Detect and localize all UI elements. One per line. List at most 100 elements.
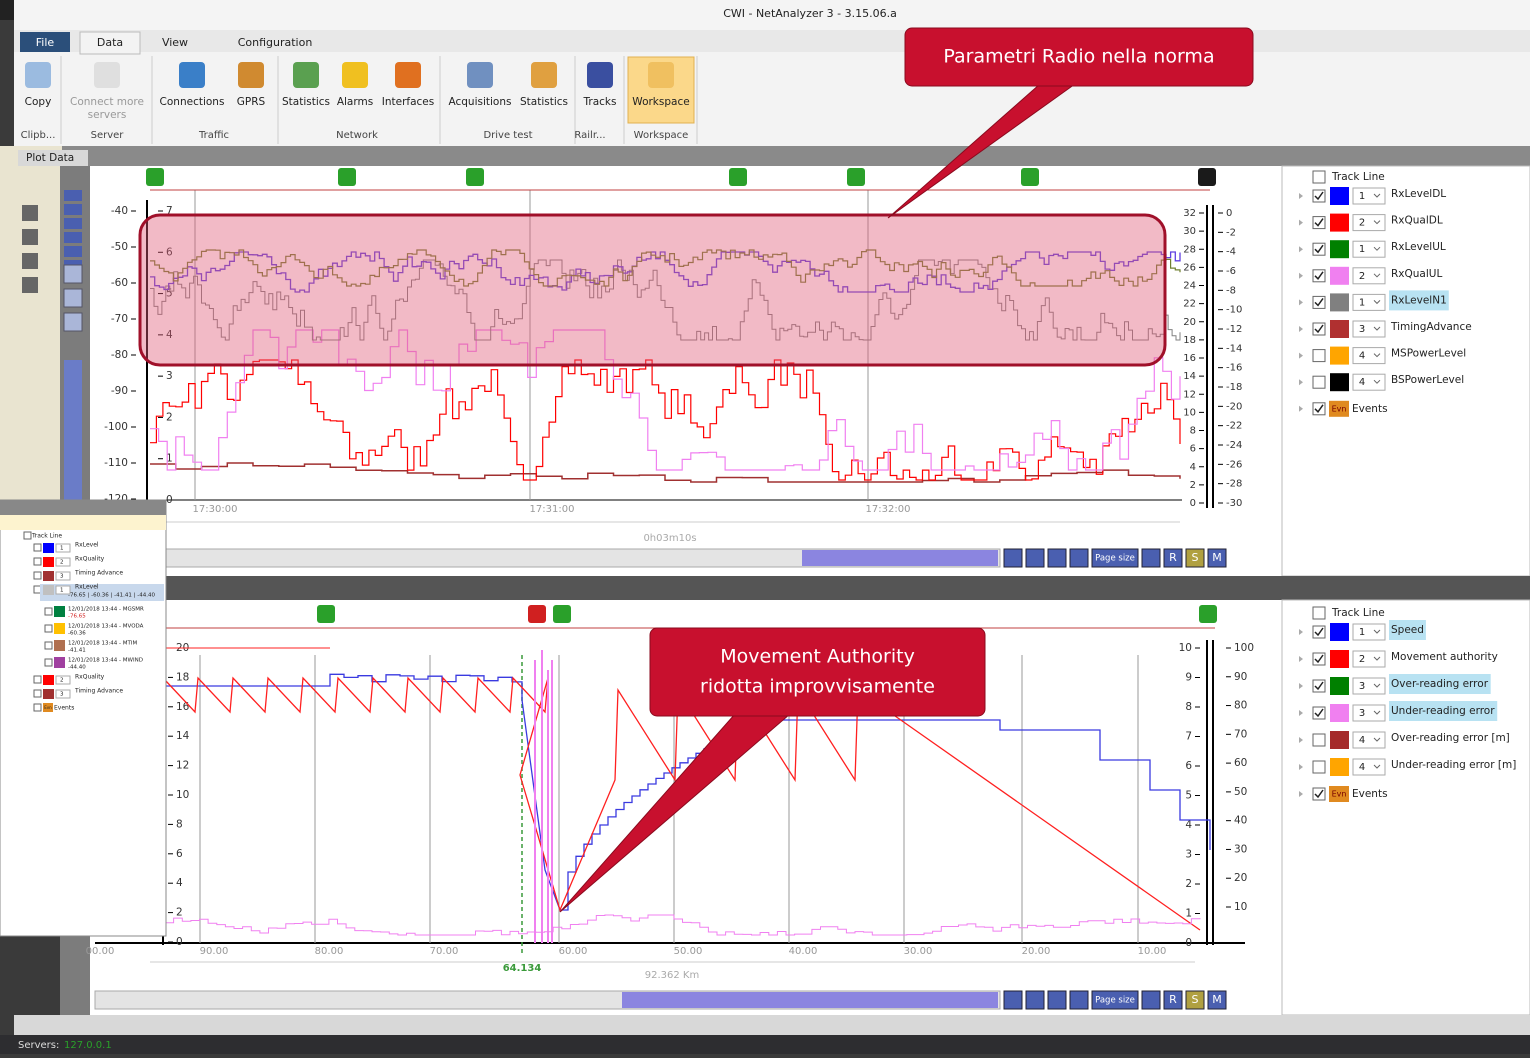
dropdown[interactable] — [1353, 321, 1385, 337]
scroll-thumb[interactable] — [622, 992, 998, 1008]
ribbon-tab[interactable]: Configuration — [238, 36, 313, 49]
button-label[interactable]: Connections — [160, 96, 225, 108]
legend-name[interactable]: Events — [1352, 788, 1388, 800]
checkbox[interactable] — [1313, 734, 1325, 746]
scroll-thumb[interactable] — [802, 550, 998, 566]
panel-tab-label[interactable]: Plot Data — [26, 152, 74, 164]
letter-label[interactable]: M — [1212, 551, 1222, 564]
legend-name[interactable]: RxLevelN1 — [1391, 294, 1447, 306]
button-label[interactable]: Acquisitions — [449, 96, 512, 108]
legend-name[interactable]: RxLevelDL — [1391, 188, 1446, 200]
ribbon-tab[interactable]: Data — [97, 36, 123, 49]
letter-label[interactable]: R — [1169, 551, 1177, 564]
checkbox[interactable] — [1313, 171, 1325, 183]
letter-label[interactable]: S — [1192, 993, 1199, 1006]
legend-name[interactable]: Events — [1352, 403, 1388, 415]
dropdown[interactable] — [1353, 215, 1385, 231]
checkbox[interactable] — [45, 659, 52, 666]
legend-name[interactable]: Movement authority — [1391, 651, 1498, 663]
ribbon-tab[interactable]: File — [36, 36, 55, 49]
legend-name[interactable]: BSPowerLevel — [1391, 374, 1464, 386]
checkbox[interactable] — [1313, 707, 1325, 719]
legend-name[interactable]: Over-reading error [m] — [1391, 732, 1510, 744]
checkbox[interactable] — [45, 625, 52, 632]
button-label[interactable]: Connect more — [70, 96, 144, 108]
checkbox[interactable] — [34, 544, 41, 551]
scroll-button[interactable] — [1142, 991, 1160, 1009]
checkbox[interactable] — [1313, 323, 1325, 335]
dropdown[interactable] — [1353, 732, 1385, 748]
legend-name[interactable]: TimingAdvance — [1390, 321, 1472, 333]
dropdown[interactable] — [1353, 348, 1385, 364]
page-size-label[interactable]: Page size — [1095, 996, 1135, 1006]
button-label[interactable]: Copy — [25, 96, 52, 108]
dropdown[interactable] — [1353, 241, 1385, 257]
checkbox[interactable] — [34, 558, 41, 565]
button-label[interactable]: Tracks — [583, 96, 617, 108]
dropdown[interactable] — [1353, 374, 1385, 390]
checkbox[interactable] — [1313, 626, 1325, 638]
button-label[interactable]: Statistics — [282, 96, 330, 108]
scroll-button[interactable] — [1004, 549, 1022, 567]
button-label[interactable]: Alarms — [337, 96, 373, 108]
checkbox[interactable] — [45, 642, 52, 649]
checkbox[interactable] — [1313, 788, 1325, 800]
checkbox[interactable] — [45, 608, 52, 615]
dropdown[interactable] — [1353, 624, 1385, 640]
letter-label[interactable]: R — [1169, 993, 1177, 1006]
button-label[interactable]: Statistics — [520, 96, 568, 108]
checkbox[interactable] — [34, 690, 41, 697]
scroll-button[interactable] — [1070, 549, 1088, 567]
ribbon-tab[interactable]: View — [162, 36, 188, 49]
dropdown[interactable] — [1353, 678, 1385, 694]
legend-name[interactable]: Under-reading error [m] — [1391, 759, 1516, 771]
page-size-label[interactable]: Page size — [1095, 554, 1135, 564]
checkbox[interactable] — [1313, 376, 1325, 388]
checkbox[interactable] — [1313, 653, 1325, 665]
legend-name[interactable]: RxQualUL — [1391, 268, 1442, 280]
checkbox[interactable] — [1313, 680, 1325, 692]
scroll-button[interactable] — [1048, 549, 1066, 567]
legend-name[interactable]: MSPowerLevel — [1391, 348, 1466, 360]
dropdown[interactable] — [1353, 759, 1385, 775]
checkbox[interactable] — [1313, 607, 1325, 619]
button-label[interactable]: servers — [88, 109, 127, 121]
checkbox[interactable] — [34, 572, 41, 579]
checkbox[interactable] — [34, 676, 41, 683]
legend-name[interactable]: Speed — [1391, 624, 1424, 636]
checkbox[interactable] — [1313, 350, 1325, 362]
scroll-button[interactable] — [1142, 549, 1160, 567]
dropdown[interactable] — [1353, 268, 1385, 284]
checkbox[interactable] — [1313, 190, 1325, 202]
checkbox[interactable] — [1313, 243, 1325, 255]
scroll-button[interactable] — [1070, 991, 1088, 1009]
series-index: 4 — [1359, 377, 1365, 388]
checkbox[interactable] — [24, 532, 31, 539]
scroll-button[interactable] — [1026, 991, 1044, 1009]
dropdown[interactable] — [1353, 294, 1385, 310]
legend-name[interactable]: RxLevelUL — [1391, 241, 1446, 253]
dropdown[interactable] — [1353, 651, 1385, 667]
scroll-button[interactable] — [1026, 549, 1044, 567]
button-label[interactable]: GPRS — [237, 96, 266, 108]
checkbox[interactable] — [34, 586, 41, 593]
letter-label[interactable]: S — [1192, 551, 1199, 564]
checkbox[interactable] — [1313, 403, 1325, 415]
legend-name[interactable]: RxQualDL — [1391, 215, 1443, 227]
scroll-button[interactable] — [1004, 991, 1022, 1009]
checkbox[interactable] — [1313, 217, 1325, 229]
button-label[interactable]: Interfaces — [382, 96, 434, 108]
color-swatch — [1330, 214, 1349, 232]
dropdown[interactable] — [1353, 188, 1385, 204]
checkbox[interactable] — [1313, 270, 1325, 282]
checkbox[interactable] — [34, 704, 41, 711]
checkbox[interactable] — [1313, 296, 1325, 308]
button-label[interactable]: Workspace — [632, 96, 689, 108]
legend-name[interactable]: Under-reading error — [1391, 705, 1495, 717]
checkbox[interactable] — [1313, 761, 1325, 773]
y-right-tick-label: 16 — [1183, 353, 1196, 364]
legend-name[interactable]: Over-reading error — [1391, 678, 1489, 690]
letter-label[interactable]: M — [1212, 993, 1222, 1006]
dropdown[interactable] — [1353, 705, 1385, 721]
scroll-button[interactable] — [1048, 991, 1066, 1009]
